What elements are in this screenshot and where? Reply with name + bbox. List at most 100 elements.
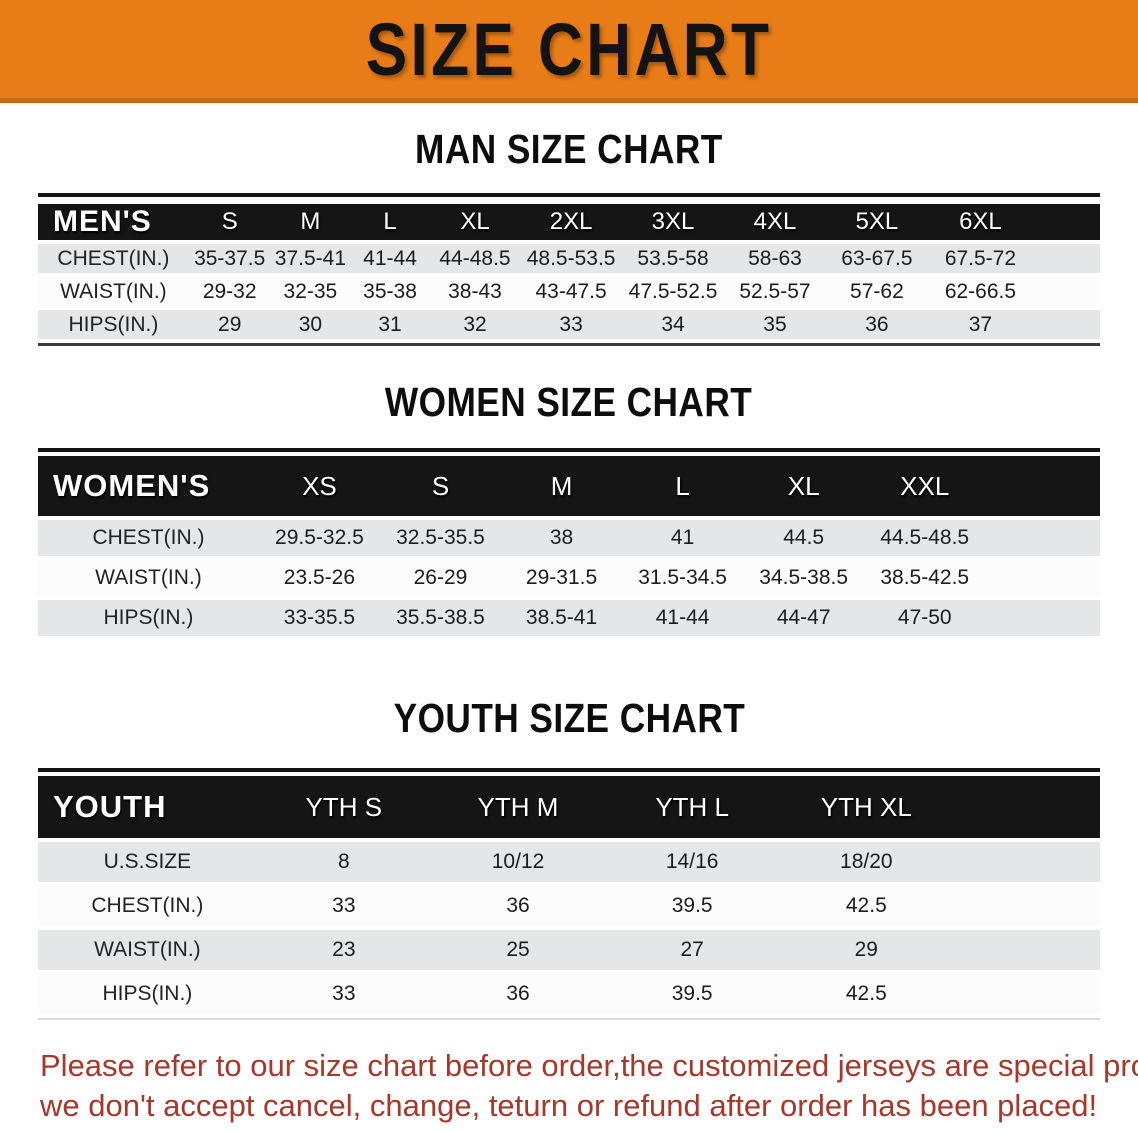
row-label: CHEST(IN.)	[92, 526, 205, 549]
table-row: CHEST(IN.) 35-37.5 37.5-41 41-44 44-48.5 48.5…	[38, 244, 1100, 273]
size-value: 27	[680, 938, 704, 961]
footer-note: Please refer to our size chart before or…	[40, 1046, 1138, 1126]
size-value: 35-38	[363, 279, 417, 303]
size-col-header: 3XL	[651, 208, 695, 235]
size-value: 62-66.5	[944, 279, 1017, 303]
table-header-row: YOUTH YTH S YTH M YTH L YTH XL	[38, 776, 1100, 838]
spacer-cell	[1033, 310, 1100, 339]
size-value: 30	[298, 312, 323, 336]
row-label: HIPS(IN.)	[102, 982, 193, 1005]
size-col-header: 6XL	[959, 208, 1002, 235]
women-section-heading: WOMEN SIZE CHART	[385, 379, 753, 425]
men-section-heading: MAN SIZE CHART	[415, 126, 723, 172]
size-value: 38.5-41	[525, 606, 598, 629]
size-value: 23	[332, 938, 356, 961]
group-label: YOUTH	[53, 789, 167, 824]
size-col-header: 4XL	[753, 208, 797, 235]
table-row: HIPS(IN.) 33 36 39.5 42.5	[38, 974, 1100, 1014]
women-size-table-zone: WOMEN'S XS S M L XL XXL CHEST(IN.) 29.5-32.5 32.5…	[38, 448, 1100, 640]
size-value: 33-35.5	[283, 606, 356, 629]
spacer-cell	[953, 776, 1100, 838]
size-value: 37.5-41	[274, 246, 347, 270]
youth-size-table: YOUTH YTH S YTH M YTH L YTH XL U.S.SIZE 8 10/12…	[38, 772, 1100, 1018]
size-value: 25	[506, 938, 530, 961]
size-value: 63-67.5	[841, 246, 913, 270]
size-col-header: YTH S	[305, 791, 383, 822]
spacer-cell	[953, 930, 1100, 970]
page-title: SIZE CHART	[365, 7, 773, 91]
row-label: CHEST(IN.)	[91, 894, 204, 917]
size-value: 18/20	[840, 850, 893, 873]
group-label: WOMEN'S	[53, 468, 211, 503]
spacer-cell	[985, 520, 1100, 556]
size-value: 44-47	[776, 606, 831, 629]
size-col-header: YTH XL	[820, 791, 912, 822]
table-row: CHEST(IN.) 33 36 39.5 42.5	[38, 886, 1100, 926]
size-value: 8	[338, 850, 350, 873]
size-col-header: YTH L	[655, 791, 729, 822]
size-value: 29	[854, 938, 878, 961]
size-value: 44-48.5	[439, 246, 511, 270]
table-row: HIPS(IN.) 29 30 31 32 33 34 35 36 37	[38, 310, 1100, 339]
size-value: 36	[506, 982, 530, 1005]
size-value: 23.5-26	[283, 566, 356, 589]
row-label: WAIST(IN.)	[94, 938, 201, 961]
size-value: 47.5-52.5	[628, 279, 718, 303]
spacer-cell	[985, 560, 1100, 596]
size-value: 57-62	[850, 279, 904, 303]
size-value: 41-44	[363, 246, 417, 270]
size-value: 38.5-42.5	[880, 566, 970, 589]
size-col-header: M	[550, 470, 573, 501]
size-col-header: XL	[460, 208, 490, 235]
size-value: 31.5-34.5	[638, 566, 727, 589]
size-value: 38	[549, 526, 574, 549]
spacer-cell	[953, 974, 1100, 1014]
group-label: MEN'S	[53, 205, 152, 238]
size-value: 29.5-32.5	[275, 526, 364, 549]
size-value: 39.5	[671, 982, 713, 1005]
spacer-cell	[985, 600, 1100, 636]
row-label: U.S.SIZE	[103, 850, 192, 873]
spacer-cell	[985, 456, 1100, 516]
size-value: 35	[763, 312, 787, 336]
size-value: 29-32	[202, 279, 257, 303]
size-value: 33	[559, 312, 583, 336]
size-col-header: L	[383, 208, 397, 235]
table-row: U.S.SIZE 8 10/12 14/16 18/20	[38, 842, 1100, 882]
size-value: 36	[506, 894, 530, 917]
table-top-rule	[38, 768, 1100, 772]
table-top-rule	[38, 448, 1100, 452]
size-col-header: XL	[787, 470, 820, 501]
size-value: 39.5	[671, 894, 713, 917]
table-bottom-rule	[38, 1018, 1100, 1020]
row-label: HIPS(IN.)	[103, 606, 194, 629]
section-women: WOMEN SIZE CHART WOMEN'S XS S M L XL XXL CHEST(…	[0, 379, 1138, 640]
size-value: 44.5	[783, 526, 825, 549]
table-row: WAIST(IN.) 23 25 27 29	[38, 930, 1100, 970]
size-value: 43-47.5	[535, 279, 607, 303]
size-col-header: XS	[302, 470, 337, 501]
spacer-cell	[1033, 204, 1100, 240]
size-col-header: S	[221, 208, 238, 235]
youth-size-table-zone: YOUTH YTH S YTH M YTH L YTH XL U.S.SIZE 8 10/12…	[38, 768, 1100, 1020]
size-value: 67.5-72	[944, 246, 1017, 270]
size-value: 41-44	[655, 606, 710, 629]
size-value: 34.5-38.5	[759, 566, 849, 589]
banner: SIZE CHART	[0, 0, 1138, 103]
size-value: 31	[378, 312, 402, 336]
size-value: 41	[670, 526, 695, 549]
table-header-row: MEN'S S M L XL 2XL 3XL 4XL 5XL 6XL	[38, 204, 1100, 240]
size-value: 53.5-58	[637, 246, 709, 270]
size-value: 37	[968, 312, 993, 336]
size-value: 34	[661, 312, 685, 336]
size-value: 32-35	[283, 279, 338, 303]
row-label: WAIST(IN.)	[60, 279, 167, 303]
size-value: 14/16	[665, 850, 719, 873]
size-value: 26-29	[413, 566, 468, 589]
size-col-header: YTH M	[477, 791, 559, 822]
section-youth: YOUTH SIZE CHART YOUTH YTH S YTH M YTH L YTH…	[0, 695, 1138, 1020]
size-value: 10/12	[491, 850, 545, 873]
spacer-cell	[1033, 277, 1100, 306]
table-row: CHEST(IN.) 29.5-32.5 32.5-35.5 38 41 44.5 44.5…	[38, 520, 1100, 556]
size-value: 35.5-38.5	[396, 606, 485, 629]
